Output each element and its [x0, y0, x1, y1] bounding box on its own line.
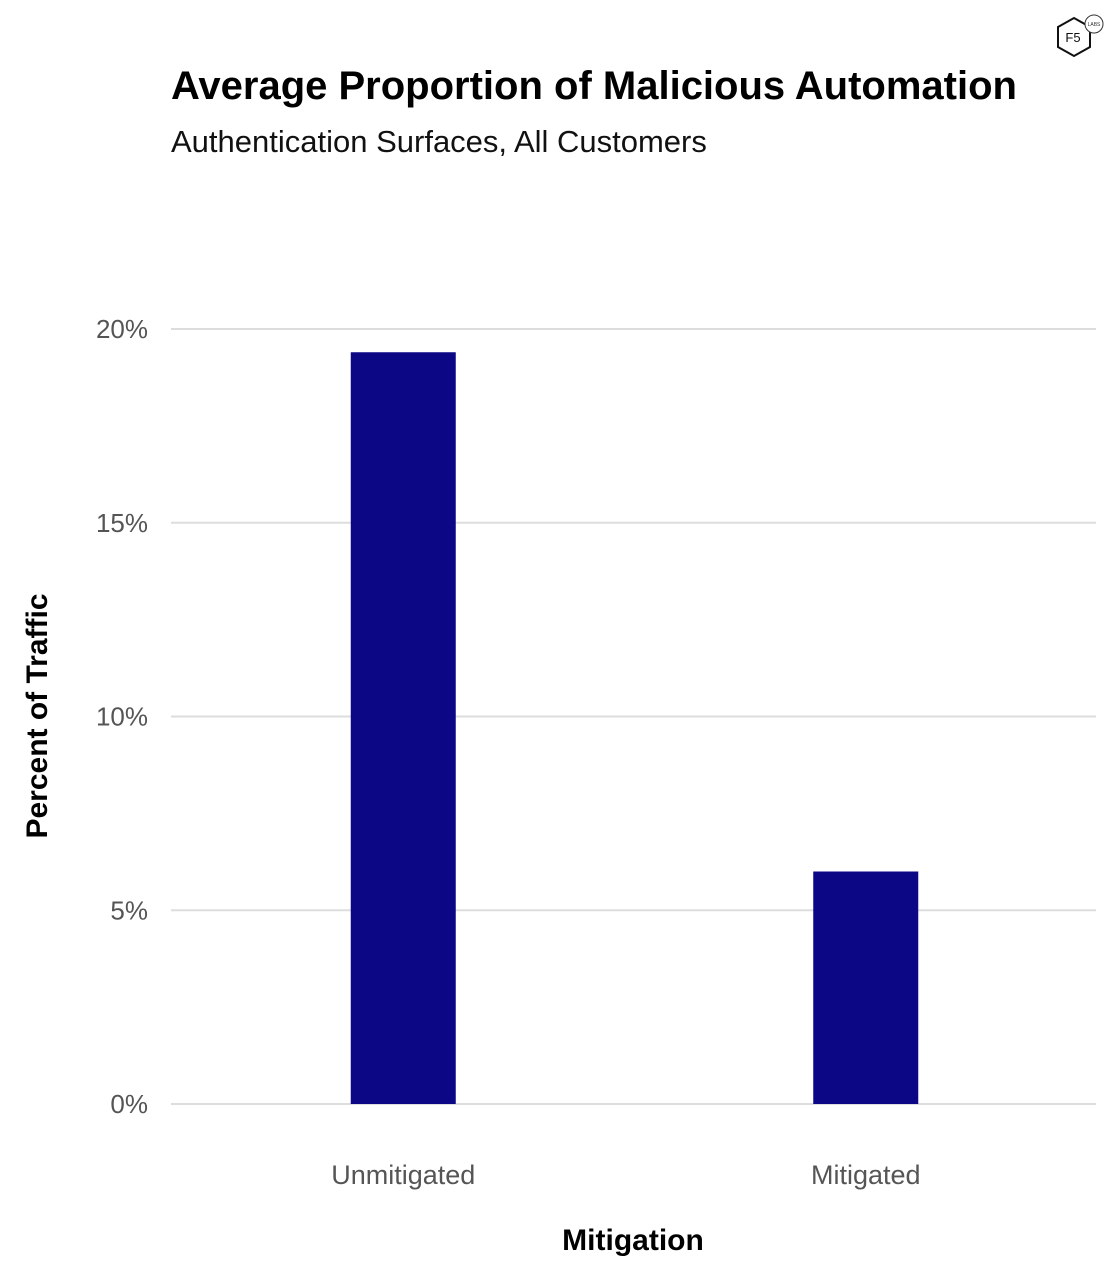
logo-subtext: LABS: [1088, 22, 1101, 28]
bar-unmitigated: [350, 352, 456, 1104]
f5-labs-logo: F5 LABS: [1057, 14, 1104, 58]
chart-subtitle: Authentication Surfaces, All Customers: [171, 124, 707, 159]
y-axis-title: Percent of Traffic: [21, 593, 54, 838]
gridlines: [171, 328, 1096, 1105]
logo-text: F5: [1065, 30, 1080, 45]
x-axis-ticks: Unmitigated Mitigated: [331, 1160, 920, 1190]
y-axis-ticks: 0% 5% 10% 15% 20%: [96, 314, 148, 1119]
chart-title: Average Proportion of Malicious Automati…: [171, 64, 1017, 108]
x-tick-label-mitigated: Mitigated: [811, 1160, 921, 1190]
y-tick-label-15: 15%: [96, 508, 148, 538]
y-tick-label-0: 0%: [110, 1089, 148, 1119]
x-tick-label-unmitigated: Unmitigated: [331, 1160, 475, 1190]
y-tick-label-10: 10%: [96, 702, 148, 732]
logo-badge-circle: [1084, 14, 1104, 34]
bar-mitigated: [813, 871, 919, 1104]
bars: [350, 352, 919, 1104]
y-tick-label-20: 20%: [96, 314, 148, 344]
x-axis-title: Mitigation: [562, 1224, 704, 1257]
y-tick-label-5: 5%: [110, 895, 148, 925]
